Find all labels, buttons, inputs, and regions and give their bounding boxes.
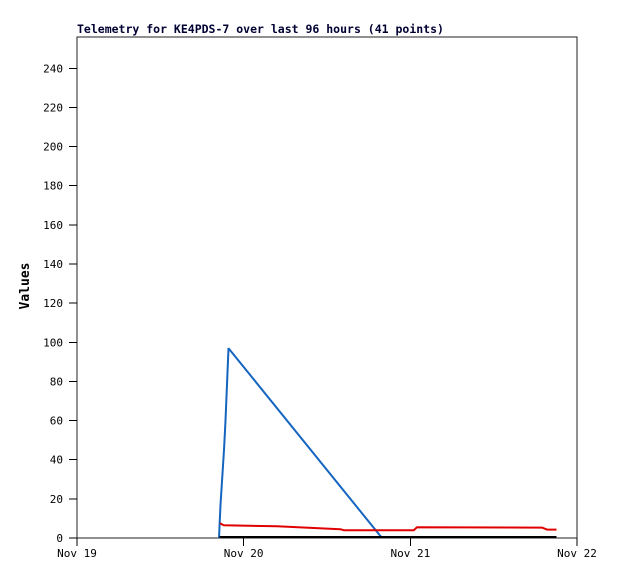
y-tick-label-80: 80 — [50, 375, 63, 388]
series-line-channel-red — [219, 522, 557, 532]
y-tick-label-0: 0 — [56, 532, 63, 545]
y-axis-label: Values — [18, 263, 33, 310]
y-tick-label-220: 220 — [43, 101, 63, 114]
y-tick-label-140: 140 — [43, 258, 63, 271]
series-line-channel-blue — [218, 347, 383, 539]
y-tick-label-180: 180 — [43, 180, 63, 193]
chart-title: Telemetry for KE4PDS-7 over last 96 hour… — [77, 22, 444, 36]
y-tick-label-100: 100 — [43, 336, 63, 349]
x-tick-label-nov-22: Nov 22 — [557, 547, 597, 560]
x-tick-label-nov-19: Nov 19 — [57, 547, 97, 560]
x-tick-label-nov-20: Nov 20 — [224, 547, 264, 560]
y-tick-label-200: 200 — [43, 141, 63, 154]
y-axis-ticks: 0 20 40 60 80 100 120 140 160 180 200 220 240 — [43, 62, 77, 545]
data-series — [218, 347, 557, 539]
y-tick-label-40: 40 — [50, 454, 63, 467]
y-tick-label-160: 160 — [43, 219, 63, 232]
x-axis-ticks: Nov 19 Nov 20 Nov 21 Nov 22 — [57, 538, 597, 560]
y-tick-label-240: 240 — [43, 62, 63, 75]
y-tick-label-120: 120 — [43, 297, 63, 310]
plot-frame — [76, 36, 578, 539]
y-tick-label-20: 20 — [50, 493, 63, 506]
y-tick-label-60: 60 — [50, 415, 63, 428]
x-tick-label-nov-21: Nov 21 — [390, 547, 430, 560]
plot-area-border — [76, 36, 578, 539]
